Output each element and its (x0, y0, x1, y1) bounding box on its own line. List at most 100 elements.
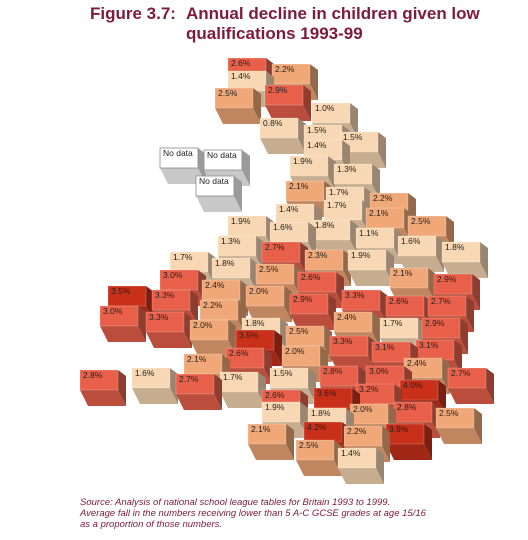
cell-face (159, 147, 199, 169)
cell-face (203, 149, 243, 171)
value-label: 1.7% (383, 318, 403, 328)
cell-side (376, 448, 384, 484)
value-label: 1.8% (245, 318, 265, 328)
region-cell: 1.6% (131, 367, 178, 404)
value-label: 2.4% (205, 280, 225, 290)
no-data-label: No data (163, 148, 193, 158)
cell-depth (448, 388, 494, 404)
cell-face (297, 271, 337, 293)
cell-face (421, 317, 461, 339)
cell-face (217, 235, 257, 257)
value-label: 2.2% (373, 193, 393, 203)
value-label: 2.7% (265, 242, 285, 252)
value-label: 2.9% (437, 274, 457, 284)
no-data-cell: No data (195, 175, 242, 212)
value-label: 4.0% (403, 380, 423, 390)
value-label: 3.1% (419, 340, 439, 350)
value-label: 2.5% (289, 326, 309, 336)
cell-face (211, 257, 251, 279)
value-label: 2.3% (308, 250, 328, 260)
no-data-cell: No data (159, 147, 206, 184)
cell-side (378, 132, 386, 168)
value-label: 2.5% (411, 216, 431, 226)
value-label: 1.9% (265, 402, 285, 412)
cell-side (480, 242, 488, 278)
cell-side (214, 374, 222, 410)
value-label: 3.9% (389, 424, 409, 434)
value-label: 3.2% (359, 384, 379, 394)
cell-face (347, 249, 387, 271)
cell-face (333, 311, 373, 333)
value-label: 4.2% (307, 422, 327, 432)
cell-face (355, 227, 395, 249)
region-cell: 1.4% (337, 447, 384, 484)
cell-face (433, 273, 473, 295)
cell-side (242, 150, 250, 186)
cell-depth (296, 460, 342, 476)
value-label: 2.6% (265, 390, 285, 400)
value-label: 1.9% (293, 156, 313, 166)
region-cell: 2.7% (447, 367, 494, 404)
cell-side (424, 424, 432, 460)
value-label: 2.0% (193, 320, 213, 330)
value-label: 2.9% (425, 318, 445, 328)
cell-face (145, 311, 185, 333)
value-label: 2.1% (187, 354, 207, 364)
cell-face (385, 295, 425, 317)
cell-face (195, 175, 235, 197)
cell-side (308, 222, 316, 258)
value-label: 2.0% (353, 404, 373, 414)
cell-face (264, 84, 304, 106)
cell-face (79, 369, 119, 391)
region-cell: 2.5% (435, 407, 482, 444)
cell-face (245, 285, 285, 307)
cell-face (341, 289, 381, 311)
value-label: 2.5% (439, 408, 459, 418)
value-label: 2.1% (251, 424, 271, 434)
cell-depth (146, 332, 192, 348)
cell-face (343, 425, 383, 447)
value-label: 3.3% (149, 312, 169, 322)
cell-side (190, 290, 198, 326)
value-label: 1.0% (315, 103, 335, 113)
value-label: 3.0% (163, 270, 183, 280)
value-label: 1.8% (315, 220, 335, 230)
cell-depth (265, 105, 311, 121)
value-label: 2.7% (451, 368, 471, 378)
value-label: 2.8% (83, 370, 103, 380)
cell-face (379, 317, 419, 339)
value-label: 1.9% (231, 216, 251, 226)
value-label: 1.4% (279, 204, 299, 214)
value-label: 2.6% (301, 272, 321, 282)
value-label: 1.4% (231, 71, 251, 81)
region-cell: 3.9% (385, 423, 432, 460)
region-cell: 1.6% (397, 235, 444, 272)
region-cell: 2.5% (214, 87, 261, 124)
cell-face (285, 180, 325, 202)
region-cell: 1.8% (441, 241, 488, 278)
value-label: 1.5% (273, 368, 293, 378)
region-cell: 2.0% (245, 285, 292, 322)
cell-side (234, 176, 242, 212)
cell-depth (436, 428, 482, 444)
cell-depth (220, 392, 266, 408)
cell-side (228, 320, 236, 356)
cell-face (337, 447, 377, 469)
cell-face (333, 163, 373, 185)
cell-depth (386, 444, 432, 460)
cell-depth (196, 196, 242, 212)
cell-face (131, 367, 171, 389)
value-label: 3.3% (333, 336, 353, 346)
value-label: 3.5% (239, 330, 259, 340)
source-line-2: Average fall in the numbers receiving lo… (80, 508, 426, 519)
value-label: 1.3% (337, 164, 357, 174)
region-cell: 1.9% (347, 249, 394, 286)
value-label: 2.2% (275, 64, 295, 74)
no-data-label: No data (207, 150, 237, 160)
value-label: 2.7% (179, 374, 199, 384)
cell-side (350, 103, 358, 139)
value-label: 2.7% (431, 296, 451, 306)
cell-side (372, 312, 380, 348)
value-label: 1.4% (341, 448, 361, 458)
value-label: 2.5% (218, 88, 238, 98)
